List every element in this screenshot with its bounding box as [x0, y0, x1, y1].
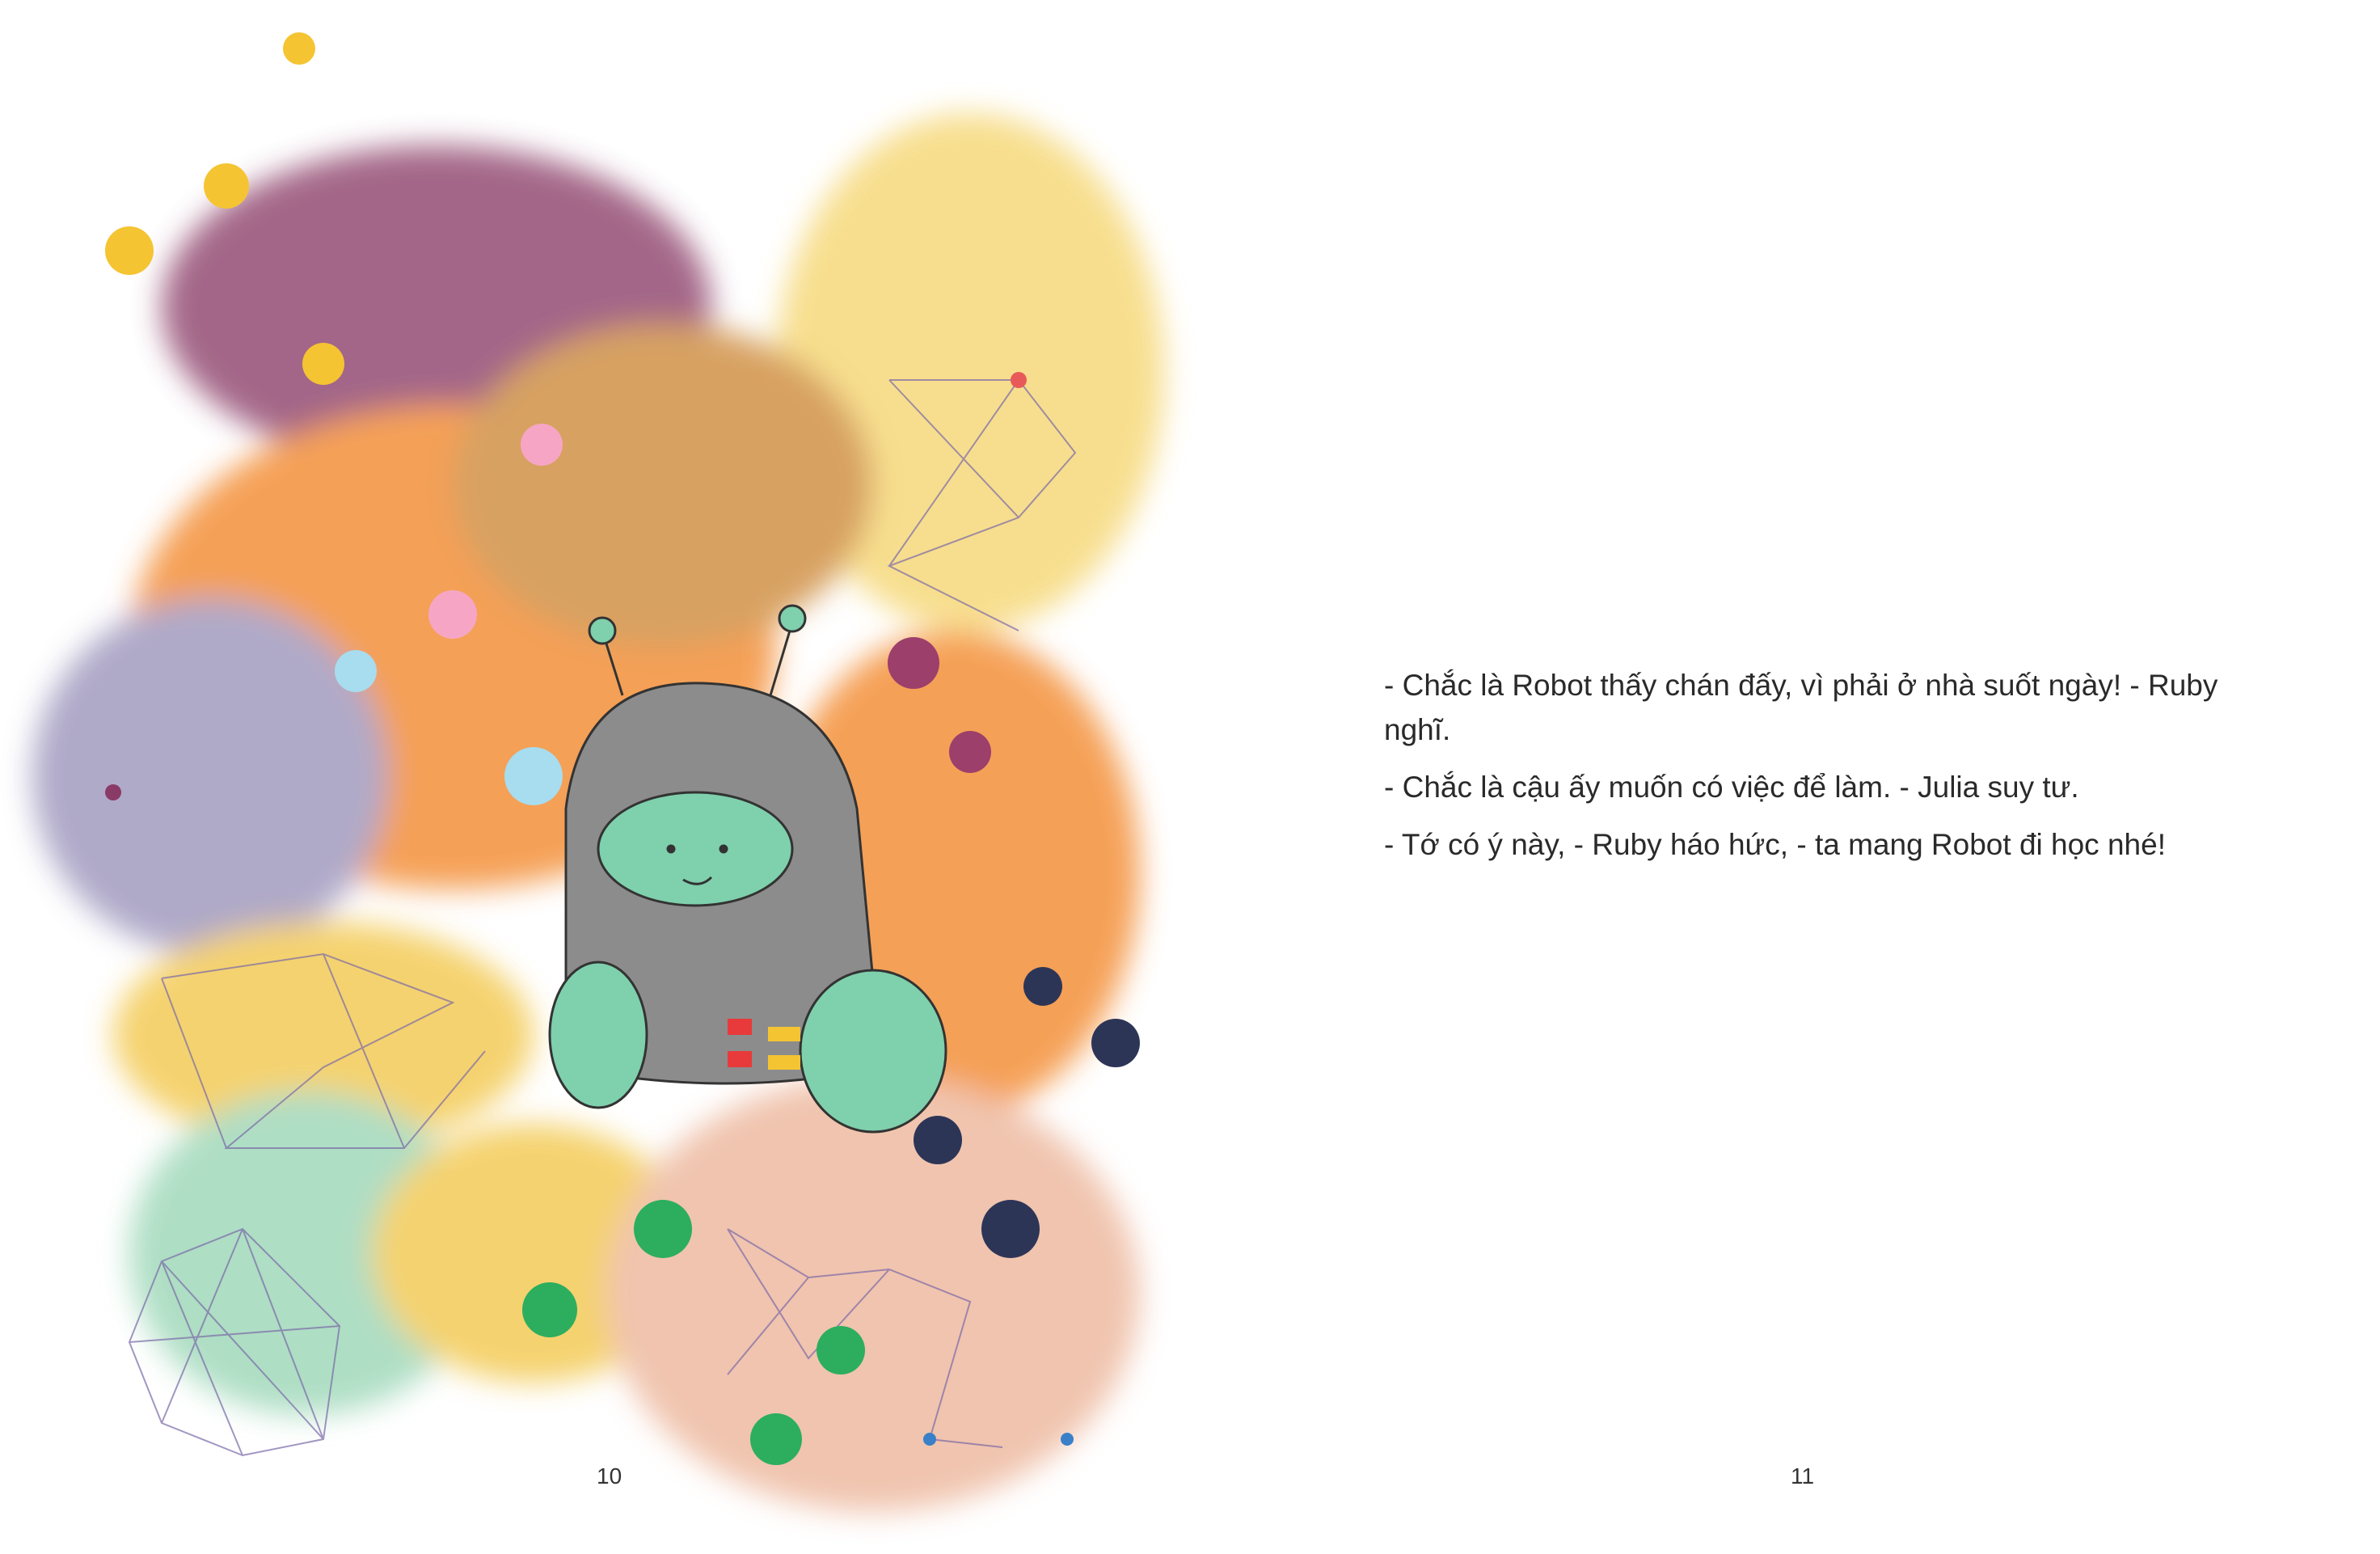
network-lines	[128, 379, 1077, 1457]
paragraph-1: - Chắc là Robot thấy chán đấy, vì phải ở…	[1384, 669, 2218, 746]
paint-dots	[105, 32, 1140, 1465]
paragraph-3: - Tớ có ý này, - Ruby háo hức, - ta mang…	[1384, 828, 2166, 861]
robot-illustration	[32, 32, 1164, 1512]
page-number-right: 11	[1791, 1463, 1815, 1489]
paragraph-2: - Chắc là cậu ấy muốn có việc để làm. - …	[1384, 771, 2079, 804]
watercolor-blobs	[32, 113, 1164, 1512]
page-number-left: 10	[597, 1463, 622, 1489]
story-text: - Chắc là Robot thấy chán đấy, vì phải ở…	[1384, 663, 2273, 880]
robot	[548, 604, 947, 1134]
